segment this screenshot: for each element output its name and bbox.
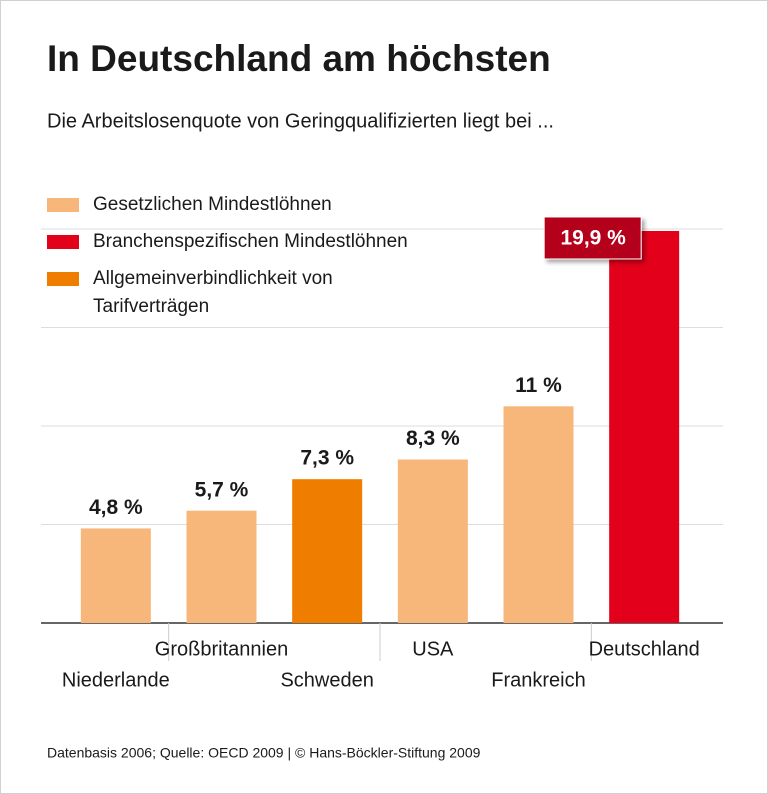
legend-item: Gesetzlichen Mindestlöhnen bbox=[47, 191, 408, 219]
legend-label: Allgemeinverbindlichkeit von Tarifverträ… bbox=[93, 268, 333, 317]
x-tick-label: Niederlande bbox=[62, 669, 170, 691]
value-label: 4,8 % bbox=[89, 496, 143, 519]
legend-label: Branchenspezifischen Mindestlöhnen bbox=[93, 231, 408, 252]
chart-title: In Deutschland am höchsten bbox=[47, 38, 551, 79]
bar bbox=[397, 459, 468, 623]
x-tick-label: Schweden bbox=[280, 669, 373, 691]
value-label: 11 % bbox=[515, 374, 562, 397]
legend-item: Allgemeinverbindlichkeit von Tarifverträ… bbox=[47, 265, 408, 321]
legend-swatch bbox=[47, 198, 79, 212]
bar bbox=[609, 230, 680, 623]
bar bbox=[503, 406, 574, 623]
legend-swatch bbox=[47, 272, 79, 286]
x-tick-label: Deutschland bbox=[589, 638, 700, 660]
value-label: 5,7 % bbox=[195, 478, 249, 501]
x-tick-label: Frankreich bbox=[491, 669, 585, 691]
legend-swatch bbox=[47, 235, 79, 249]
legend-item: Branchenspezifischen Mindestlöhnen bbox=[47, 228, 408, 256]
x-tick-label: Großbritannien bbox=[155, 638, 288, 660]
value-label: 7,3 % bbox=[300, 447, 354, 470]
bar bbox=[80, 528, 151, 623]
chart-subtitle: Die Arbeitslosenquote von Geringqualifiz… bbox=[47, 110, 554, 132]
x-tick-label: USA bbox=[412, 638, 454, 660]
legend-label: Gesetzlichen Mindestlöhnen bbox=[93, 194, 332, 215]
value-label: 8,3 % bbox=[406, 427, 460, 450]
legend: Gesetzlichen Mindestlöhnen Branchenspezif… bbox=[47, 191, 408, 330]
value-label-box bbox=[543, 216, 642, 260]
bar bbox=[186, 510, 257, 623]
bar bbox=[292, 479, 363, 623]
value-label: 19,9 % bbox=[560, 227, 626, 250]
source: Datenbasis 2006; Quelle: OECD 2009 | © H… bbox=[47, 745, 481, 761]
